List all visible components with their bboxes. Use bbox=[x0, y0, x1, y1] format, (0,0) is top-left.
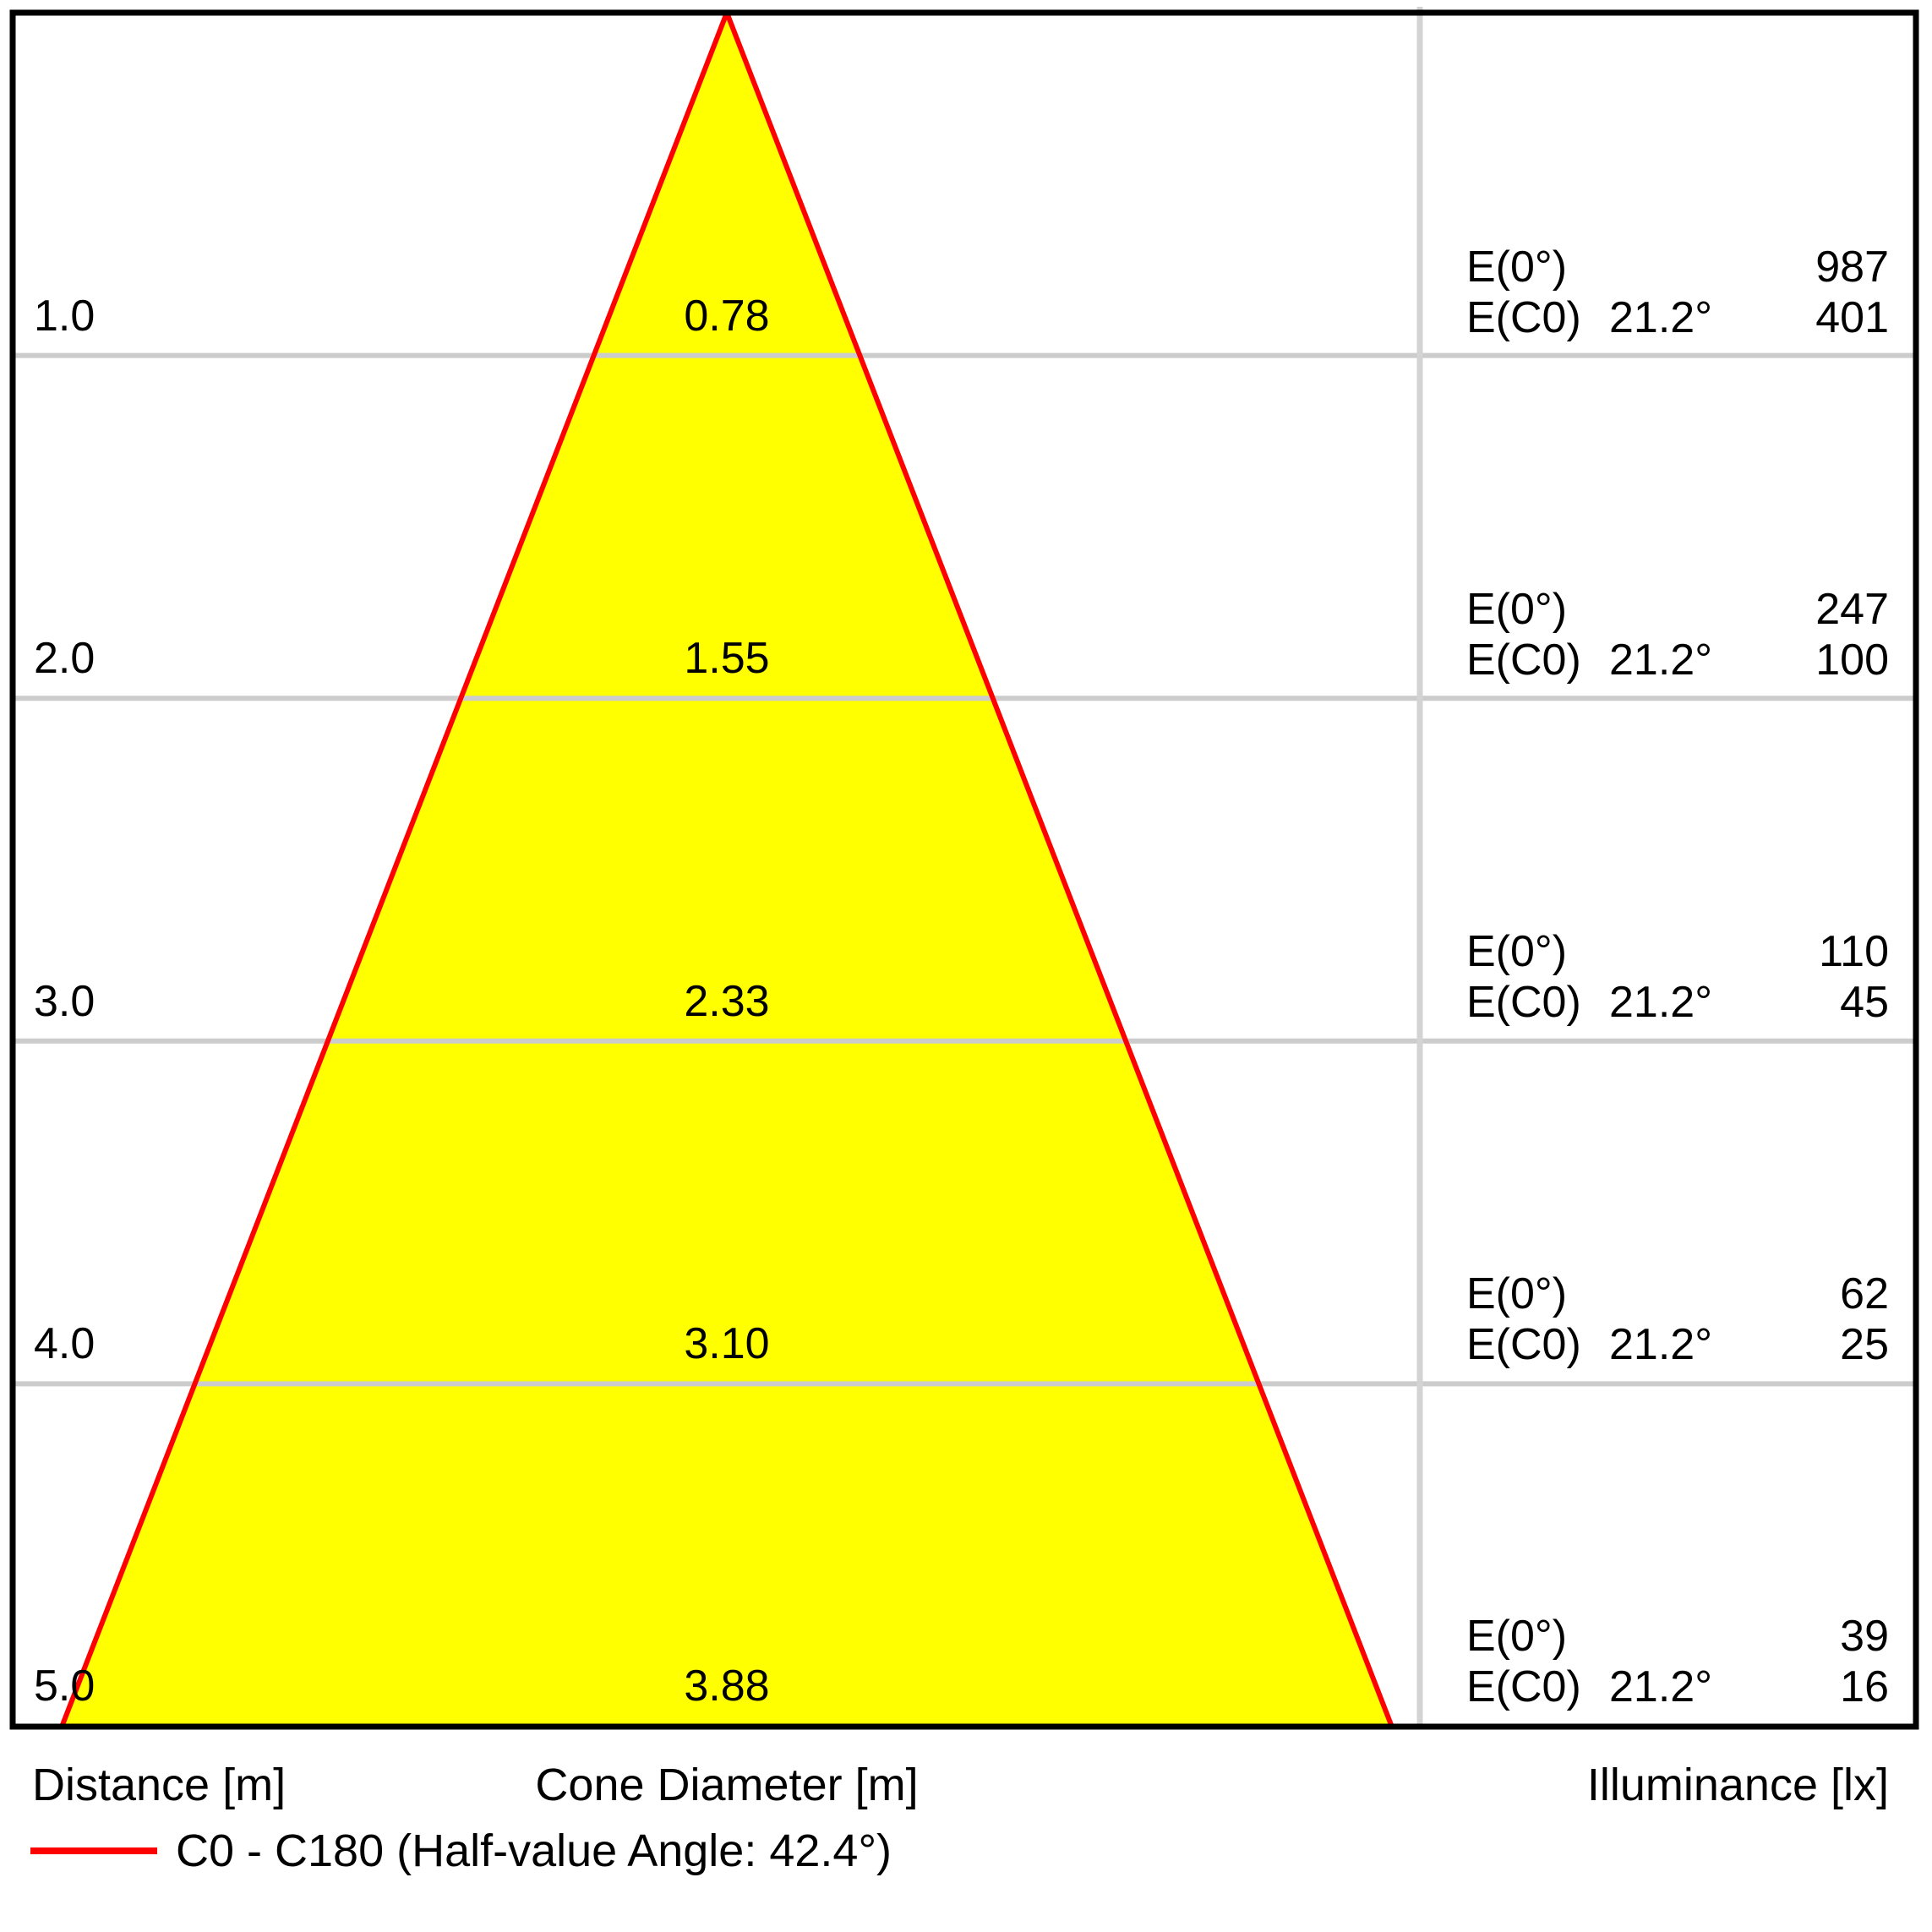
distance-label: 4.0 bbox=[34, 1319, 96, 1368]
illuminance-row: E(0°) 987 E(C0) 21.2° 401 bbox=[1466, 242, 1889, 343]
ec0-value: 45 bbox=[1840, 978, 1889, 1027]
e0-value: 987 bbox=[1815, 243, 1889, 292]
e0-label: E(0°) bbox=[1466, 927, 1568, 976]
illuminance-row: E(0°) 39 E(C0) 21.2° 16 bbox=[1466, 1611, 1889, 1712]
cone-diameter-axis-caption: Cone Diameter [m] bbox=[535, 1760, 919, 1810]
chart-frame bbox=[9, 9, 1919, 1730]
beam-angle-value: 21.2° bbox=[1608, 293, 1712, 342]
illuminance-row: E(0°) 110 E(C0) 21.2° 45 bbox=[1466, 926, 1889, 1028]
cone-diameter-label: 3.10 bbox=[684, 1319, 770, 1368]
cone-diameter-label: 0.78 bbox=[684, 292, 770, 341]
beam-angle-value: 21.2° bbox=[1608, 1662, 1712, 1711]
distance-label: 5.0 bbox=[34, 1662, 96, 1711]
e0-value: 110 bbox=[1819, 927, 1889, 976]
ec0-value: 100 bbox=[1815, 636, 1889, 685]
illuminance-axis-caption: Illuminance [lx] bbox=[1586, 1760, 1889, 1810]
e0-value: 247 bbox=[1815, 585, 1889, 634]
e0-label: E(0°) bbox=[1466, 1612, 1568, 1661]
beam-angle-value: 21.2° bbox=[1608, 978, 1712, 1027]
cone-fill bbox=[62, 13, 1392, 1727]
beam-angle-value: 21.2° bbox=[1608, 636, 1712, 685]
ec0-label: E(C0) bbox=[1466, 1320, 1581, 1369]
distance-label: 3.0 bbox=[34, 977, 96, 1026]
distance-label: 1.0 bbox=[34, 292, 96, 341]
legend-label: C0 - C180 (Half-value Angle: 42.4°) bbox=[176, 1826, 892, 1876]
cone-edge-left bbox=[59, 11, 729, 1728]
ec0-value: 25 bbox=[1840, 1320, 1889, 1369]
ec0-value: 401 bbox=[1815, 293, 1889, 342]
ec0-label: E(C0) bbox=[1466, 1662, 1581, 1711]
cone-diameter-label: 3.88 bbox=[684, 1662, 770, 1711]
cone-diameter-label: 1.55 bbox=[684, 634, 770, 683]
cone-edge-right bbox=[724, 11, 1394, 1728]
illuminance-row: E(0°) 247 E(C0) 21.2° 100 bbox=[1466, 584, 1889, 685]
e0-value: 39 bbox=[1840, 1612, 1889, 1661]
ec0-label: E(C0) bbox=[1466, 293, 1581, 342]
distance-axis-caption: Distance [m] bbox=[32, 1760, 287, 1810]
e0-label: E(0°) bbox=[1466, 1269, 1568, 1318]
e0-label: E(0°) bbox=[1466, 585, 1568, 634]
ec0-label: E(C0) bbox=[1466, 636, 1581, 685]
legend-line-swatch bbox=[30, 1847, 157, 1854]
legend: C0 - C180 (Half-value Angle: 42.4°) bbox=[30, 1824, 892, 1878]
ec0-value: 16 bbox=[1840, 1662, 1889, 1711]
cone-diameter-label: 2.33 bbox=[684, 977, 770, 1026]
e0-label: E(0°) bbox=[1466, 243, 1568, 292]
beam-angle-value: 21.2° bbox=[1608, 1320, 1712, 1369]
ec0-label: E(C0) bbox=[1466, 978, 1581, 1027]
distance-label: 2.0 bbox=[34, 634, 96, 683]
illuminance-row: E(0°) 62 E(C0) 21.2° 25 bbox=[1466, 1269, 1889, 1370]
e0-value: 62 bbox=[1840, 1269, 1889, 1318]
